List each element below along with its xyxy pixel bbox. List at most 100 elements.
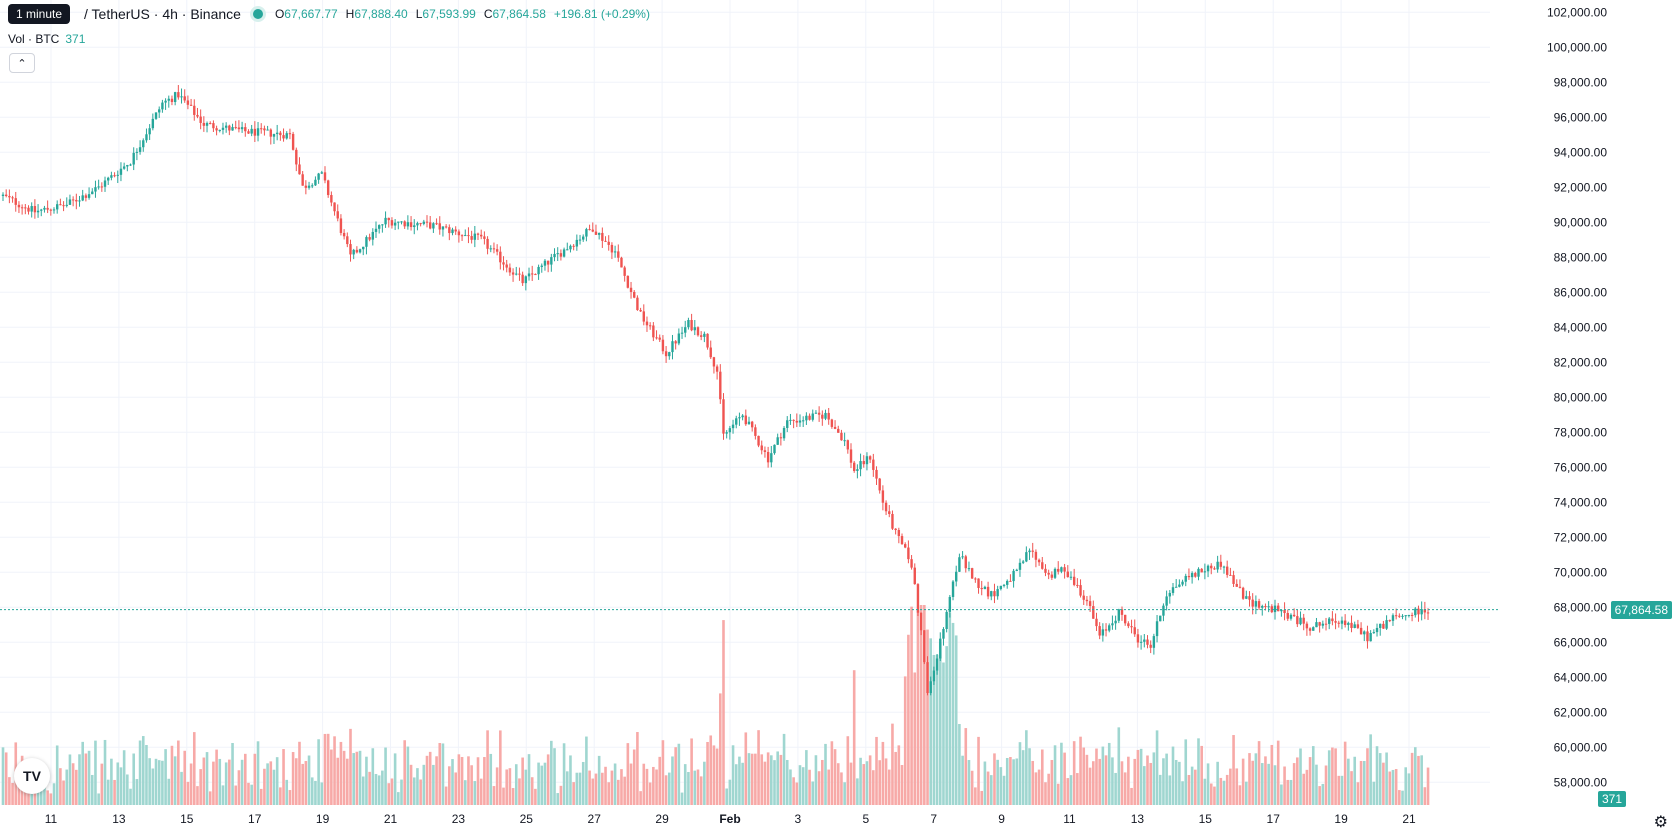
tradingview-logo-icon[interactable]: TV <box>14 758 50 794</box>
candle-body <box>237 127 241 130</box>
volume-bar <box>467 756 470 805</box>
close-value: 67,864.58 <box>492 7 546 21</box>
candle-body <box>428 222 432 229</box>
candle-body <box>196 114 199 117</box>
volume-bar <box>636 732 639 805</box>
volume-bar <box>221 785 225 805</box>
price-tick-label: 62,000.00 <box>1554 705 1608 719</box>
chevron-up-icon[interactable]: ⌃ <box>9 53 35 73</box>
candle-body <box>763 450 767 452</box>
volume-bar <box>773 760 776 805</box>
volume-bar <box>451 759 454 805</box>
volume-bar <box>1200 745 1203 805</box>
candle-body <box>926 662 929 694</box>
volume-bar <box>527 754 531 805</box>
candle-body <box>588 229 591 231</box>
candle-body <box>585 229 588 237</box>
volume-bar <box>1047 773 1050 805</box>
volume-bar <box>502 787 505 805</box>
volume-bar <box>1251 760 1254 805</box>
candle-body <box>690 320 693 331</box>
candle-body <box>1057 568 1060 572</box>
volume-bar <box>1311 746 1315 805</box>
candle-body <box>518 273 521 275</box>
candle-body <box>779 437 783 439</box>
candle-body <box>266 129 269 131</box>
candle-body <box>186 100 190 105</box>
time-axis[interactable]: 11 13 15 17 19 21 23 25 27 29 Feb 3 5 7 9 11 13 15 17 19 21 <box>45 812 1416 826</box>
volume-bar <box>65 769 69 805</box>
candle-body <box>897 530 901 537</box>
volume-bar <box>980 790 984 805</box>
candle-body <box>33 206 37 213</box>
volume-bar <box>1324 765 1328 805</box>
candle-body <box>1041 562 1044 569</box>
candle-body <box>1210 565 1213 569</box>
volume-bar <box>4 752 8 805</box>
volume-bar <box>1136 749 1140 805</box>
volume-bar <box>492 786 496 805</box>
candle-body <box>209 123 212 125</box>
volume-bar <box>1005 757 1009 805</box>
candle-body <box>1353 624 1356 628</box>
volume-bar <box>78 754 81 805</box>
volume-bar <box>734 764 738 805</box>
candle-body <box>119 168 123 175</box>
candle-body <box>970 568 974 579</box>
candle-body <box>811 413 814 420</box>
candle-body <box>301 174 304 186</box>
candle-body <box>1251 599 1254 607</box>
price-axis[interactable]: 102,000.00 100,000.00 98,000.00 96,000.00 94… <box>1547 5 1607 789</box>
volume-bar <box>1079 736 1082 805</box>
candle-body <box>932 670 936 682</box>
volume-bar <box>1248 753 1251 805</box>
volume-bar <box>706 741 709 805</box>
time-tick-label: 5 <box>862 812 869 826</box>
candle-body <box>36 210 40 213</box>
candle-body <box>473 233 477 240</box>
candle-body <box>1420 609 1423 615</box>
candle-body <box>1280 609 1283 612</box>
candle-body <box>1410 614 1414 616</box>
candle-body <box>170 98 174 103</box>
candle-body <box>623 267 626 276</box>
candle-body <box>1359 627 1363 635</box>
candle-body <box>177 92 180 98</box>
volume-legend[interactable]: Vol · BTC 371 <box>8 32 85 46</box>
volume-bar <box>52 783 56 805</box>
volume-bar <box>1286 779 1290 805</box>
volume-bar <box>247 782 250 805</box>
candle-body <box>515 273 518 275</box>
candle-body <box>1394 615 1398 617</box>
candle-body <box>381 224 384 226</box>
candle-body <box>814 412 818 414</box>
candle-body <box>397 221 400 223</box>
candle-body <box>964 556 967 569</box>
volume-bar <box>862 764 866 805</box>
volume-bar <box>387 783 391 805</box>
volume-bar <box>444 786 448 805</box>
candle-body <box>1082 595 1085 600</box>
candle-body <box>1197 568 1200 577</box>
symbol-title[interactable]: / TetherUS · 4h · Binance <box>84 6 241 22</box>
candle-body <box>132 152 135 165</box>
volume-bar <box>36 786 40 805</box>
candle-body <box>948 596 952 612</box>
volume-bar <box>789 769 792 805</box>
candle-body <box>546 260 550 265</box>
volume-bar <box>565 771 569 805</box>
symbol-legend[interactable]: / TetherUS · 4h · Binance O67,667.77 H67… <box>84 6 650 22</box>
volume-bar <box>1194 769 1197 805</box>
candle-body <box>234 127 237 129</box>
candle-body <box>687 320 690 328</box>
candle-body <box>852 462 856 471</box>
candle-body <box>180 96 183 98</box>
candle-body <box>1238 586 1242 588</box>
gear-icon[interactable]: ⚙ <box>1653 814 1668 831</box>
candle-body <box>1296 616 1299 625</box>
volume-bar <box>1340 775 1344 805</box>
candle-body <box>65 204 68 206</box>
candle-body <box>747 421 751 425</box>
candle-body <box>129 164 132 166</box>
